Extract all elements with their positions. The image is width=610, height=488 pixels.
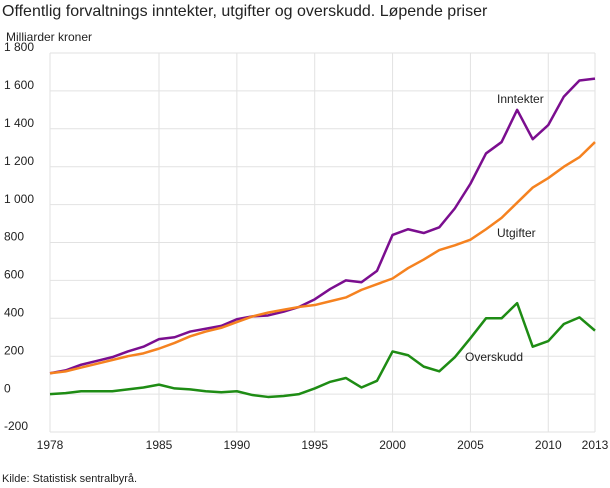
y-tick-label: 1 600 [4,78,34,92]
y-tick-label: 1 200 [4,154,34,168]
y-tick-label: 800 [4,230,24,244]
series-line [49,141,596,375]
x-tick-label: 1985 [146,438,173,452]
y-tick-label: 400 [4,305,24,319]
y-tick-label: 600 [4,268,24,282]
x-tick-label: 2013 [582,438,609,452]
y-tick-label: 1 000 [4,192,34,206]
series-label: Utgifter [497,226,536,240]
x-tick-label: 1978 [37,438,64,452]
y-tick-label: 0 [4,381,11,395]
y-axis-label: Milliarder kroner [6,30,92,44]
series-line [49,301,596,399]
source: Kilde: Statistisk sentralbyrå. [2,473,137,485]
x-tick-label: 1990 [224,438,251,452]
chart-title: Offentlig forvaltnings inntekter, utgift… [2,3,488,20]
y-tick-label: 200 [4,343,24,357]
x-tick-label: 2000 [379,438,406,452]
x-tick-label: 2005 [457,438,484,452]
series-label: Overskudd [465,350,523,364]
series-line [49,77,596,375]
x-tick-label: 2010 [535,438,562,452]
series-label: Inntekter [497,92,544,106]
y-tick-label: 1 800 [4,40,34,54]
x-tick-label: 1995 [301,438,328,452]
y-tick-label: -200 [4,419,28,433]
y-tick-label: 1 400 [4,116,34,130]
